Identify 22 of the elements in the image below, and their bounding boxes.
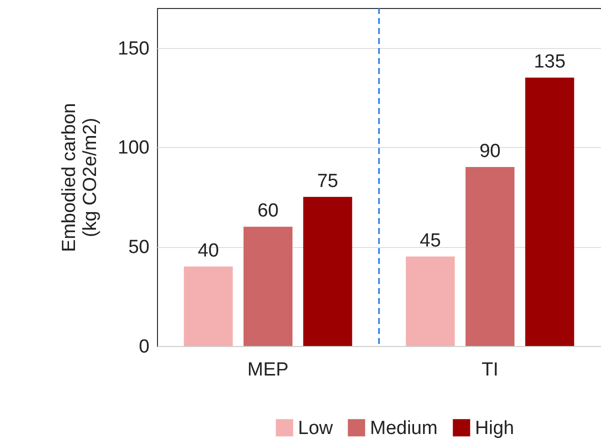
legend-label: High bbox=[475, 418, 514, 439]
bar bbox=[525, 78, 574, 346]
bar bbox=[466, 167, 514, 346]
x-tick-label: TI bbox=[482, 360, 498, 380]
bar bbox=[303, 196, 352, 346]
y-tick-label: 150 bbox=[118, 38, 150, 60]
data-label: 60 bbox=[257, 200, 279, 222]
data-label: 75 bbox=[317, 170, 338, 192]
y-tick-label: 0 bbox=[138, 336, 150, 358]
y-tick-label: 50 bbox=[128, 237, 150, 258]
data-label: 90 bbox=[479, 141, 501, 162]
legend-label: Medium bbox=[370, 418, 438, 439]
legend-label: Low bbox=[298, 418, 334, 439]
data-label: 40 bbox=[198, 240, 219, 262]
y-axis-title: Embodied carbon (kg CO2e/m2) bbox=[58, 103, 101, 252]
y-tick-label: 100 bbox=[118, 138, 150, 159]
bar bbox=[244, 226, 292, 346]
data-label: 135 bbox=[534, 52, 566, 73]
bar bbox=[184, 266, 233, 346]
data-label: 45 bbox=[420, 230, 441, 252]
bar bbox=[406, 256, 455, 346]
x-tick-label: MEP bbox=[247, 360, 289, 380]
